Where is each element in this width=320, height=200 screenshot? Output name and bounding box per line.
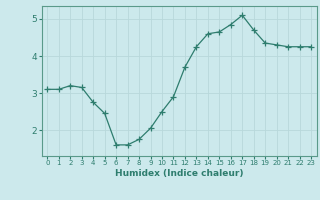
X-axis label: Humidex (Indice chaleur): Humidex (Indice chaleur) <box>115 169 244 178</box>
